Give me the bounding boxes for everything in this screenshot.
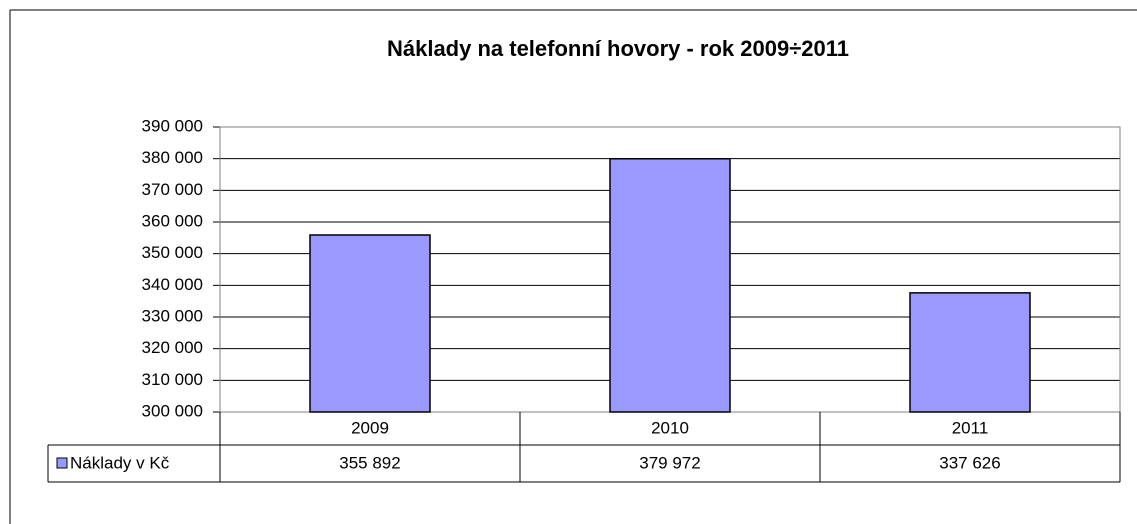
x-tick-label: 2010: [651, 418, 689, 437]
y-tick-label: 380 000: [142, 148, 203, 167]
legend-label: Náklady v Kč: [70, 453, 170, 472]
y-tick-label: 360 000: [142, 211, 203, 230]
y-tick-label: 390 000: [142, 116, 203, 135]
x-tick-label: 2011: [952, 418, 989, 437]
chart-title: Náklady na telefonní hovory - rok 2009÷2…: [387, 36, 849, 61]
y-tick-label: 330 000: [142, 306, 203, 325]
y-tick-label: 300 000: [142, 401, 203, 420]
y-tick-label: 350 000: [142, 243, 203, 262]
data-table-value: 337 626: [939, 453, 1000, 472]
legend-swatch: [56, 457, 68, 469]
y-tick-label: 310 000: [142, 370, 203, 389]
y-tick-label: 340 000: [142, 275, 203, 294]
data-table-value: 355 892: [339, 453, 400, 472]
bar: [909, 292, 1031, 413]
data-table-value: 379 972: [639, 453, 700, 472]
y-tick-label: 320 000: [142, 338, 203, 357]
x-tick-label: 2009: [351, 418, 389, 437]
y-tick-label: 370 000: [142, 180, 203, 199]
bar: [309, 234, 431, 413]
bar: [609, 158, 731, 413]
